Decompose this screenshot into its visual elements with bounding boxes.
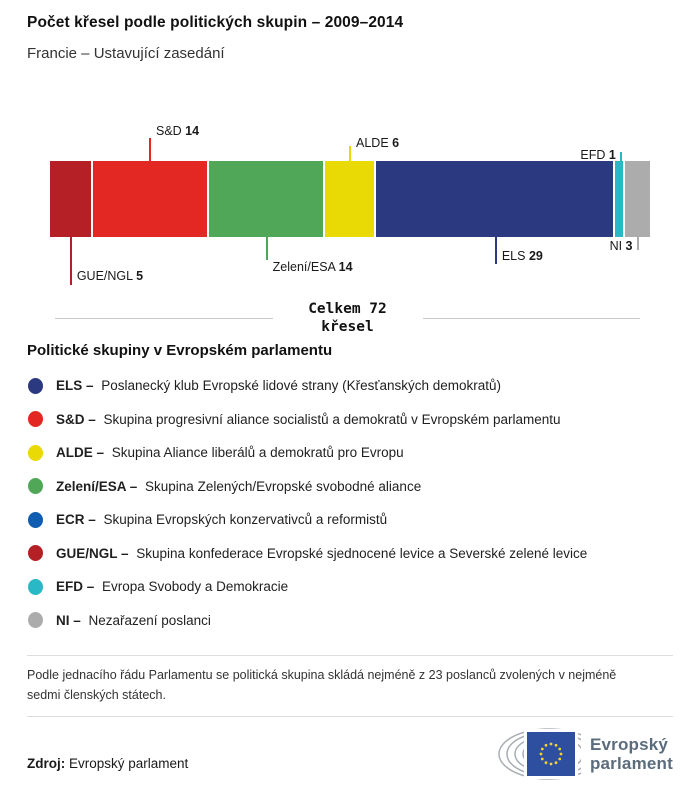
- legend-color-dot-icon: [28, 545, 43, 562]
- source-line: Zdroj: Evropský parlament: [27, 756, 188, 771]
- legend-color-dot-icon: [28, 612, 43, 629]
- callout-tick-4: [494, 237, 497, 264]
- legend-item-abbr: ECR –: [56, 512, 96, 528]
- legend-item-3: Zelení/ESA – Skupina Zelených/Evropské s…: [27, 470, 673, 504]
- divider-bottom: [27, 716, 673, 717]
- eu-stars: [539, 742, 563, 766]
- total-row: Celkem 72 křesel: [27, 298, 673, 338]
- total-seats-label: Celkem 72 křesel: [273, 300, 423, 336]
- legend-item-abbr: S&D –: [56, 411, 96, 427]
- hemicycle-flag-icon: [498, 728, 581, 780]
- total-seats-line2: křesel: [321, 319, 374, 335]
- legend-item-1: S&D – Skupina progresivní aliance social…: [27, 403, 673, 437]
- callout-tick-0: [69, 237, 72, 285]
- legend-item-desc: Evropa Svobody a Demokracie: [98, 579, 289, 595]
- legend-color-dot-icon: [28, 511, 43, 528]
- legend-item-abbr: GUE/NGL –: [56, 545, 129, 561]
- footer: Zdroj: Evropský parlament: [27, 727, 673, 781]
- total-rule-left: [55, 317, 273, 319]
- legend-item-desc: Nezařazení poslanci: [84, 612, 211, 628]
- divider-top: [27, 655, 673, 656]
- bar-segment-6: [625, 161, 650, 237]
- logo-text-line1: Evropský: [589, 735, 669, 754]
- legend-item-2: ALDE – Skupina Aliance liberálů a demokr…: [27, 436, 673, 470]
- legend-item-desc: Skupina Evropských konzervativců a refor…: [99, 512, 388, 528]
- callout-tick-1: [149, 138, 151, 161]
- legend-item-abbr: NI –: [56, 612, 81, 628]
- total-rule-right: [422, 317, 640, 319]
- stacked-bar: [50, 161, 650, 237]
- legend-list: ELS – Poslanecký klub Evropské lidové st…: [27, 369, 673, 637]
- callout-label-2: Zelení/ESA 14: [272, 260, 353, 274]
- legend-color-dot-icon: [28, 377, 43, 394]
- seats-stacked-bar-chart: GUE/NGL 5 S&D 14 Zelení/ESA 14 ALDE 6 ELS 29…: [50, 98, 650, 288]
- logo-text: Evropský parlament: [590, 735, 673, 773]
- legend-color-dot-icon: [28, 578, 43, 595]
- callout-tick-3: [349, 146, 351, 161]
- legend-item-6: EFD – Evropa Svobody a Demokracie: [27, 570, 673, 604]
- source-value: Evropský parlament: [65, 755, 189, 771]
- callout-tick-2: [265, 237, 268, 260]
- page-title: Počet křesel podle politických skupin – …: [27, 14, 404, 31]
- legend-item-desc: Poslanecký klub Evropské lidové strany (…: [97, 378, 501, 394]
- legend-heading: Politické skupiny v Evropském parlamentu: [27, 342, 333, 359]
- callout-tick-6: [636, 237, 639, 250]
- bar-segment-0: [50, 161, 91, 237]
- logo-text-line2: parlament: [589, 754, 673, 773]
- source-label: Zdroj:: [27, 755, 66, 771]
- legend-item-0: ELS – Poslanecký klub Evropské lidové st…: [27, 369, 673, 403]
- legend-item-7: NI – Nezařazení poslanci: [27, 604, 673, 638]
- legend-item-5: GUE/NGL – Skupina konfederace Evropské s…: [27, 537, 673, 571]
- callout-label-3: ALDE 6: [356, 136, 400, 150]
- callout-label-6: NI 3: [609, 239, 633, 253]
- bar-segment-1: [92, 161, 208, 237]
- callout-label-1: S&D 14: [155, 124, 200, 138]
- european-parliament-logo: Evropský parlament: [487, 727, 673, 781]
- callout-tick-5: [619, 152, 622, 161]
- bar-segment-4: [376, 161, 614, 237]
- legend-item-abbr: ELS –: [56, 378, 94, 394]
- callout-label-4: ELS 29: [501, 249, 543, 263]
- legend-item-abbr: ALDE –: [56, 445, 105, 461]
- bar-segment-5: [615, 161, 624, 237]
- legend-item-4: ECR – Skupina Evropských konzervativců a…: [27, 503, 673, 537]
- legend-item-desc: Skupina Zelených/Evropské svobodné alian…: [141, 478, 422, 494]
- legend-color-dot-icon: [28, 411, 43, 428]
- legend-item-desc: Skupina konfederace Evropské sjednocené …: [132, 545, 588, 561]
- callout-label-0: GUE/NGL 5: [76, 269, 144, 283]
- bar-segment-2: [209, 161, 324, 237]
- legend-color-dot-icon: [28, 444, 43, 461]
- callout-label-5: EFD 1: [580, 148, 616, 162]
- bar-segment-3: [325, 161, 375, 237]
- legend-item-desc: Skupina progresivní aliance socialistů a…: [99, 411, 561, 427]
- footnote: Podle jednacího řádu Parlamentu se polit…: [27, 668, 617, 702]
- legend-item-abbr: EFD –: [56, 579, 95, 595]
- legend-color-dot-icon: [28, 478, 43, 495]
- legend-item-abbr: Zelení/ESA –: [56, 478, 138, 494]
- total-seats-line1: Celkem 72: [308, 301, 387, 317]
- legend-item-desc: Skupina Aliance liberálů a demokratů pro…: [108, 445, 404, 461]
- page-subtitle: Francie – Ustavující zasedání: [27, 45, 225, 62]
